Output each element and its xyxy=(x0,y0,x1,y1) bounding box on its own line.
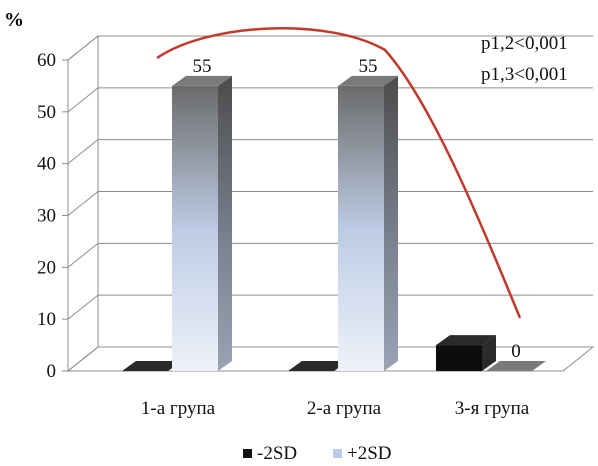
legend-swatch xyxy=(333,449,342,458)
legend-item: +2SD xyxy=(333,443,392,464)
p-value-annotation-2: p1,3<0,001 xyxy=(481,64,568,85)
bar-top xyxy=(288,361,348,371)
y-tick-label: 40 xyxy=(37,154,56,175)
legend-item: -2SD xyxy=(243,443,297,464)
category-label: 2-а група xyxy=(307,398,382,419)
bar xyxy=(172,75,232,372)
bar xyxy=(486,361,546,371)
gridlines xyxy=(67,35,593,372)
bar-top xyxy=(122,361,182,371)
bar-top xyxy=(436,335,496,346)
gridline xyxy=(67,35,593,61)
gridline xyxy=(67,346,593,372)
p-value-annotation-1: p1,2<0,001 xyxy=(481,33,568,54)
bar-side xyxy=(218,75,232,372)
y-tick-label: 60 xyxy=(37,50,56,71)
bar xyxy=(436,335,496,371)
bar-side xyxy=(482,335,496,371)
y-tick-label: 20 xyxy=(37,257,56,278)
gridline xyxy=(67,294,593,320)
data-labels: 55 55 0 xyxy=(193,56,521,362)
y-tick-label: 50 xyxy=(37,102,56,123)
gridline xyxy=(67,191,593,216)
bar-top xyxy=(172,75,232,86)
data-label: 55 xyxy=(359,56,378,77)
legend: -2SD +2SD xyxy=(243,443,392,464)
legend-swatch xyxy=(243,449,252,458)
gridline xyxy=(67,139,593,165)
bar xyxy=(288,361,348,371)
category-label: 3-я група xyxy=(455,398,530,419)
bars xyxy=(122,75,546,372)
y-tick-label: 0 xyxy=(47,361,57,382)
bar xyxy=(122,361,182,371)
y-axis-ticks: 0 10 20 30 40 50 60 xyxy=(37,50,68,382)
bar-top xyxy=(338,75,398,86)
gridline xyxy=(67,242,593,268)
y-unit-label: % xyxy=(4,9,24,31)
y-tick-label: 10 xyxy=(37,309,56,330)
bar xyxy=(338,75,398,372)
chart-walls xyxy=(66,34,595,373)
y-tick-label: 30 xyxy=(37,206,56,227)
bar-front xyxy=(436,345,482,371)
category-label: 1-а група xyxy=(141,398,216,419)
category-labels: 1-а група 2-а група 3-я група xyxy=(141,398,530,419)
bar-side xyxy=(384,75,398,372)
legend-label: -2SD xyxy=(257,443,297,464)
bar-front xyxy=(172,85,218,372)
data-label: 0 xyxy=(511,341,521,362)
gridline xyxy=(67,87,593,113)
bar-top xyxy=(486,361,546,371)
data-label: 55 xyxy=(193,56,212,77)
trend-line xyxy=(156,27,522,319)
bar-front xyxy=(338,85,384,372)
legend-label: +2SD xyxy=(347,443,392,464)
